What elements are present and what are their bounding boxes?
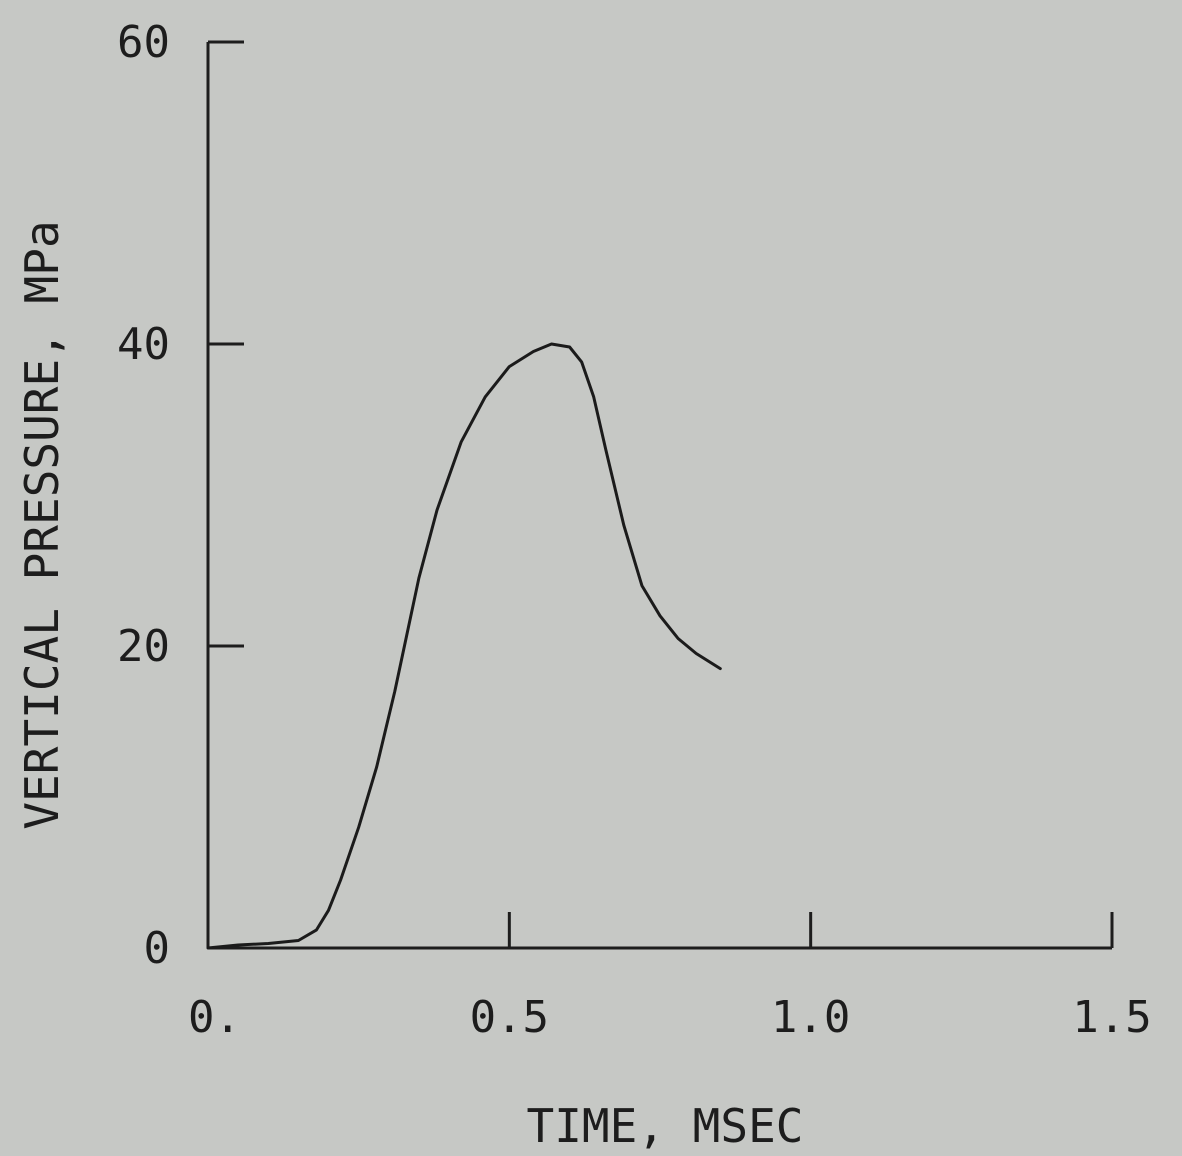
y-tick-label: 20 xyxy=(117,621,170,672)
x-axis-title: TIME, MSEC xyxy=(527,1099,804,1153)
x-tick-label: 0. xyxy=(188,992,241,1043)
series-line xyxy=(206,342,722,950)
x-tick-label: 0.5 xyxy=(470,992,549,1043)
y-tick-label: 40 xyxy=(117,319,170,370)
axes xyxy=(206,42,1112,950)
y-ticks: 0 20 40 60 xyxy=(117,17,244,974)
y-tick-label: 60 xyxy=(117,17,170,68)
x-ticks: 0. 0.5 1.0 1.5 xyxy=(188,912,1152,1043)
x-tick-label: 1.5 xyxy=(1072,992,1151,1043)
series-layer xyxy=(206,342,722,950)
x-tick-label: 1.0 xyxy=(771,992,850,1043)
y-axis-title: VERTICAL PRESSURE, MPa xyxy=(15,220,69,829)
y-tick-label: 0 xyxy=(144,923,171,974)
